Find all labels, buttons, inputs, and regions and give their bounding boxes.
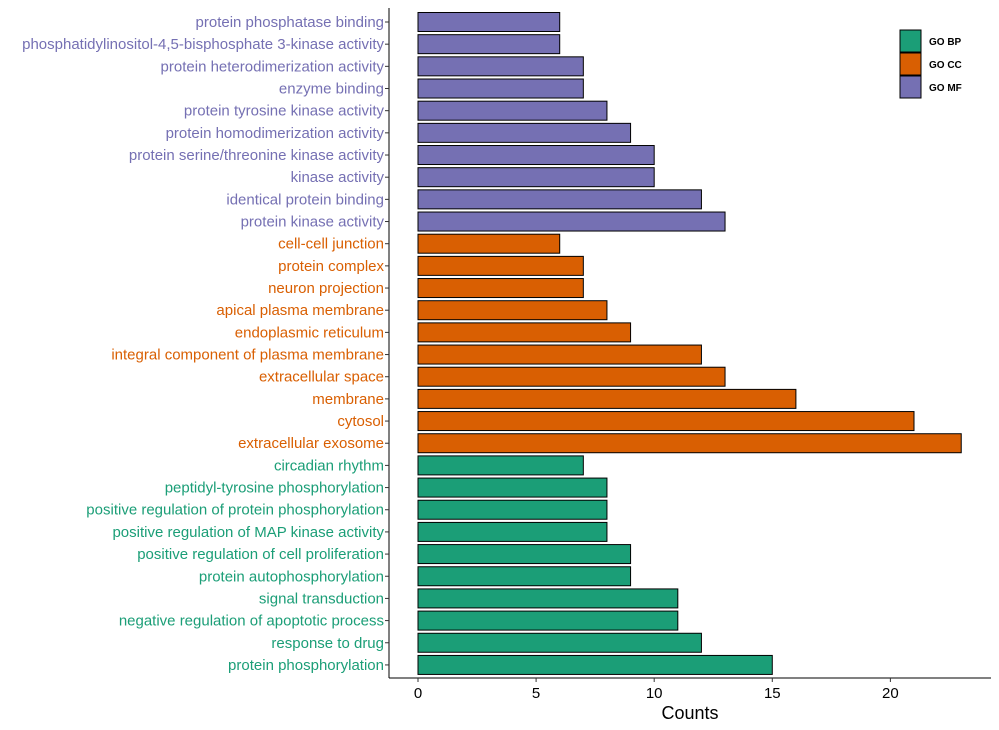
legend-label: GO BP (929, 37, 962, 48)
category-label: circadian rhythm (274, 457, 384, 474)
category-label: response to drug (271, 635, 384, 652)
category-label: protein homodimerization activity (166, 125, 385, 142)
bar (417, 278, 584, 299)
bar (417, 12, 561, 32)
category-label: positive regulation of MAP kinase activi… (112, 524, 384, 541)
bar (417, 344, 702, 365)
bar (417, 654, 773, 675)
category-label: protein kinase activity (241, 214, 385, 231)
category-label: protein autophosphorylation (199, 568, 384, 585)
bar (417, 322, 632, 343)
x-tick-label: 10 (646, 685, 663, 702)
bar (417, 499, 608, 520)
bar (417, 255, 584, 276)
x-tick-label: 20 (882, 685, 899, 702)
bar (417, 388, 797, 409)
category-label: membrane (312, 391, 384, 408)
category-label: neuron projection (268, 280, 384, 297)
category-label: extracellular exosome (238, 435, 384, 452)
category-label: endoplasmic reticulum (235, 324, 384, 341)
bar (417, 588, 679, 609)
category-label: protein heterodimerization activity (161, 58, 385, 75)
x-tick-label: 5 (532, 685, 540, 702)
bar (417, 610, 679, 631)
category-label: signal transduction (259, 590, 384, 607)
bar (417, 411, 915, 432)
bars-layer (417, 12, 962, 675)
category-label: peptidyl-tyrosine phosphorylation (165, 480, 384, 497)
bar (417, 521, 608, 542)
legend-swatch (899, 52, 922, 76)
bar (417, 477, 608, 498)
category-label: phosphatidylinositol-4,5-bisphosphate 3-… (22, 36, 384, 53)
x-tick-label: 0 (414, 685, 422, 702)
category-labels: protein phosphatase binding phosphatidyli… (22, 14, 384, 674)
bar (417, 167, 655, 188)
bar (417, 566, 632, 587)
category-label: identical protein binding (226, 191, 384, 208)
x-axis-title: Counts (661, 703, 718, 723)
category-label: cytosol (337, 413, 384, 430)
bar (417, 233, 561, 254)
category-label: protein serine/threonine kinase activity (129, 147, 385, 164)
bar (417, 544, 632, 565)
bar (417, 122, 632, 143)
category-label: enzyme binding (279, 81, 384, 98)
category-label: protein complex (278, 258, 384, 275)
legend-swatch (899, 75, 922, 99)
bar (417, 34, 561, 55)
bar (417, 211, 726, 232)
bar (417, 366, 726, 387)
category-label: protein tyrosine kinase activity (184, 103, 385, 120)
category-label: protein phosphatase binding (196, 14, 384, 31)
category-label: positive regulation of cell proliferatio… (137, 546, 384, 563)
bar (417, 78, 584, 99)
category-label: protein phosphorylation (228, 657, 384, 674)
bar (417, 455, 584, 476)
bar (417, 189, 702, 210)
bar (417, 100, 608, 121)
legend-swatch (899, 29, 922, 53)
category-label: kinase activity (291, 169, 385, 186)
category-label: cell-cell junction (278, 236, 384, 253)
x-axis: 0 5 10 15 20 (385, 8, 991, 702)
category-label: negative regulation of apoptotic process (119, 613, 384, 630)
legend: GO BP GO CC GO MF (899, 29, 962, 99)
x-tick-label: 15 (764, 685, 781, 702)
legend-label: GO CC (929, 60, 962, 71)
legend-label: GO MF (929, 83, 962, 94)
bar (417, 433, 962, 454)
bar (417, 56, 584, 77)
category-label: apical plasma membrane (216, 302, 384, 319)
bar (417, 300, 608, 321)
bar (417, 145, 655, 166)
bar (417, 632, 702, 653)
category-label: integral component of plasma membrane (111, 347, 384, 364)
category-label: extracellular space (259, 369, 384, 386)
category-label: positive regulation of protein phosphory… (86, 502, 384, 519)
